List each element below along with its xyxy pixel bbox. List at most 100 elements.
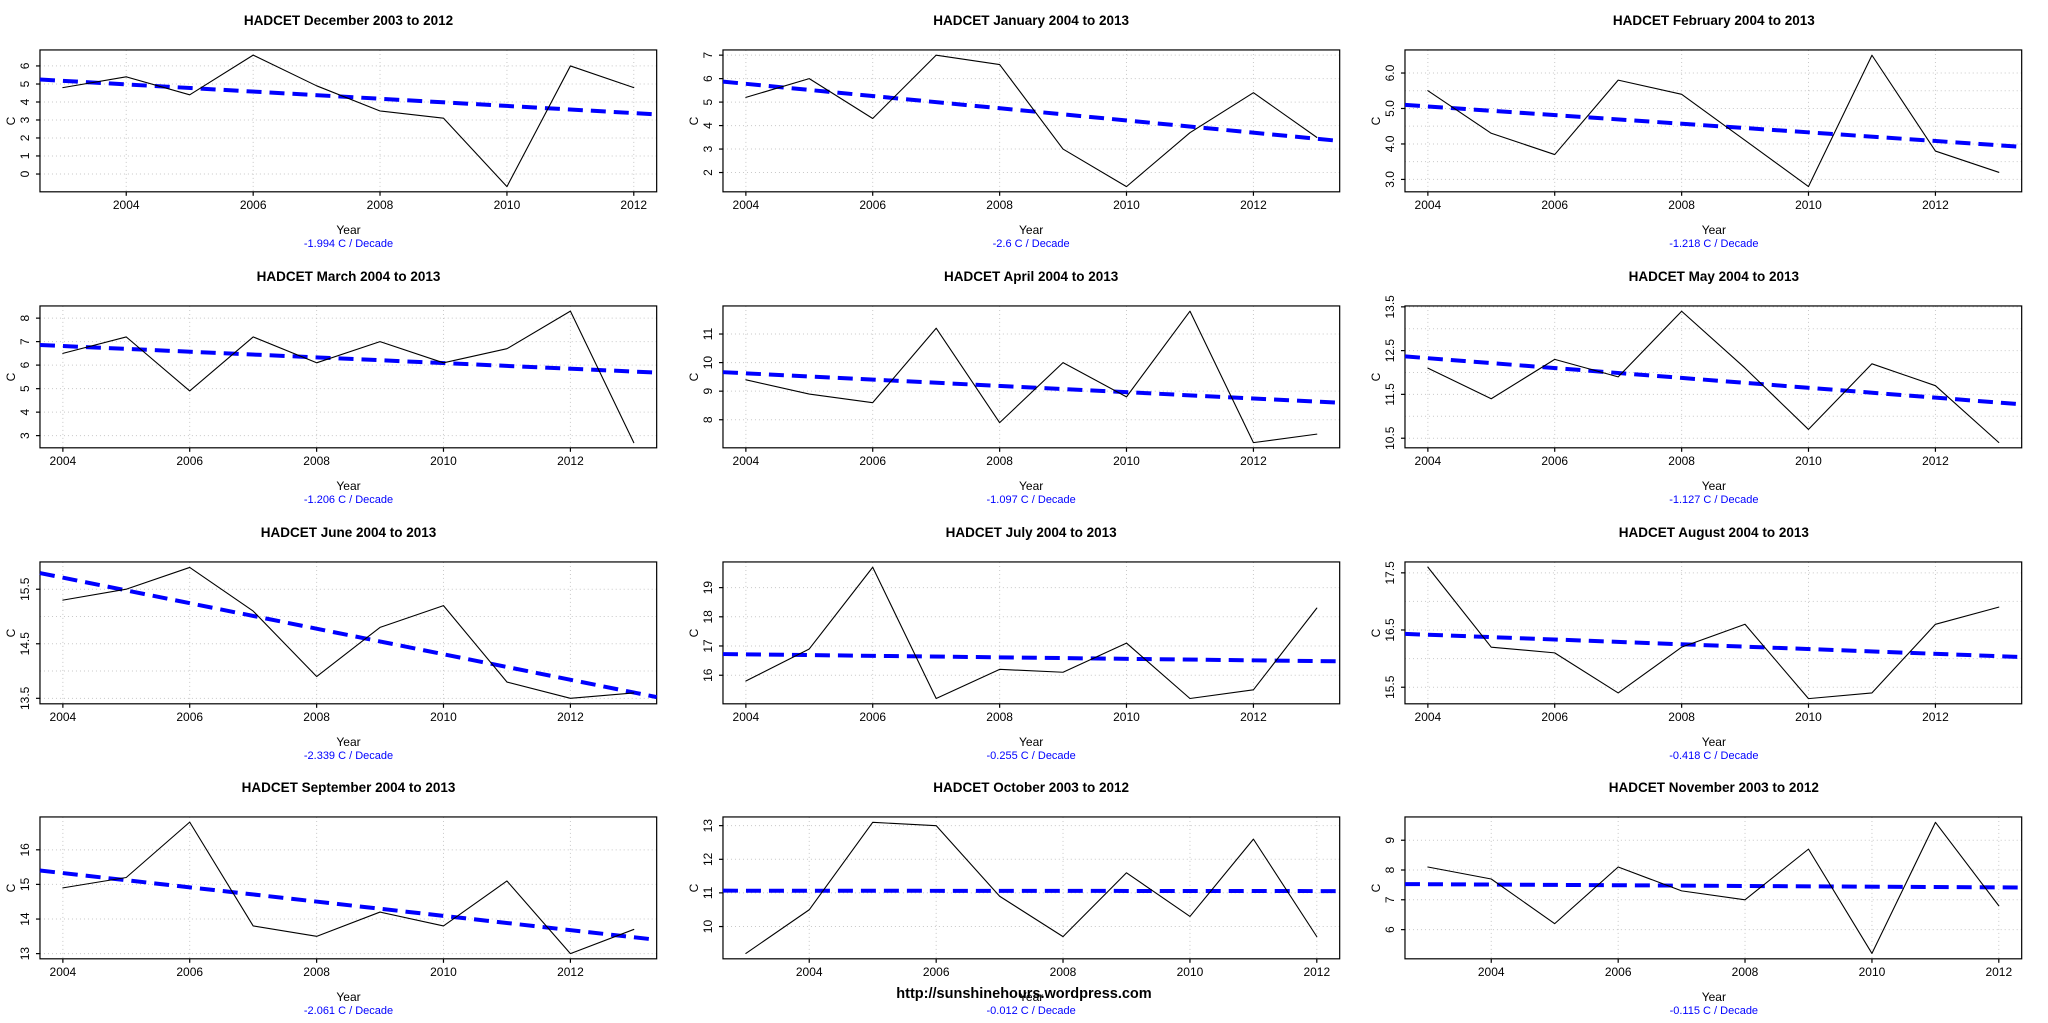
svg-text:11: 11	[701, 887, 715, 900]
chart-title: HADCET May 2004 to 2013	[1628, 268, 1799, 284]
svg-text:2006: 2006	[1542, 709, 1569, 723]
svg-text:2004: 2004	[113, 198, 140, 212]
svg-text:15: 15	[18, 878, 32, 892]
chart-cell-august: 2004 2006 2008 2010 2012 15.5 16.5 17.5 HADCET …	[1365, 512, 2048, 768]
svg-text:5: 5	[701, 98, 715, 105]
svg-text:11.5: 11.5	[1383, 383, 1397, 406]
chart-title: HADCET December 2003 to 2012	[243, 13, 454, 28]
svg-text:2006: 2006	[1542, 454, 1569, 468]
svg-text:6: 6	[18, 62, 32, 69]
svg-text:2010: 2010	[430, 454, 457, 468]
svg-text:2012: 2012	[1240, 454, 1267, 468]
svg-text:2012: 2012	[1303, 965, 1330, 979]
svg-text:2010: 2010	[1113, 198, 1140, 212]
svg-text:2012: 2012	[1922, 709, 1949, 723]
svg-text:3: 3	[701, 145, 715, 152]
y-axis-title: C	[1369, 628, 1384, 637]
svg-text:2010: 2010	[1113, 709, 1140, 723]
svg-text:2004: 2004	[50, 454, 77, 468]
chart-title: HADCET November 2003 to 2012	[1608, 780, 1819, 796]
x-axis-title: Year	[336, 734, 361, 749]
svg-text:17: 17	[701, 638, 715, 652]
svg-text:2004: 2004	[732, 454, 759, 468]
svg-text:8: 8	[1383, 867, 1397, 874]
svg-text:3.0: 3.0	[1383, 171, 1397, 188]
svg-text:14: 14	[18, 912, 32, 926]
chart-cell-july: 2004 2006 2008 2010 2012 16 17 18 19 HADCET July…	[683, 512, 1366, 768]
svg-text:2006: 2006	[859, 198, 886, 212]
svg-text:2006: 2006	[859, 709, 886, 723]
svg-text:7: 7	[18, 338, 32, 345]
x-axis-title: Year	[1701, 223, 1726, 237]
plot-area-april: 2004 2006 2008 2010 2012 8 9 10 11	[701, 305, 1340, 468]
chart-cell-december: 2004 2006 2008 2010 2012 0 1 2 3 4 5 6 HADCET Decem…	[0, 0, 683, 256]
chart-cell-february: 2004 2006 2008 2010 2012 3.0 4.0 5.0 6.0 HADCET …	[1365, 0, 2048, 256]
svg-text:2010: 2010	[430, 965, 457, 979]
svg-text:2004: 2004	[796, 965, 823, 979]
svg-text:18: 18	[701, 609, 715, 623]
svg-text:2010: 2010	[1795, 454, 1822, 468]
trend-rate-label: -0.115 C / Decade	[1669, 1005, 1759, 1018]
svg-text:2008: 2008	[303, 454, 330, 468]
svg-text:15.5: 15.5	[1383, 675, 1397, 699]
svg-text:2004: 2004	[1415, 198, 1442, 212]
trend-rate-label: -0.255 C / Decade	[986, 749, 1076, 762]
svg-text:8: 8	[701, 416, 715, 423]
svg-text:6: 6	[1383, 926, 1397, 933]
svg-text:2012: 2012	[1240, 198, 1267, 212]
svg-text:9: 9	[701, 387, 715, 394]
y-axis-title: C	[686, 116, 701, 126]
svg-text:2008: 2008	[986, 454, 1013, 468]
y-axis-title: C	[1369, 116, 1384, 126]
plot-area-march: 2004 2006 2008 2010 2012 3 4 5 6 7 8	[18, 305, 658, 468]
svg-text:7: 7	[701, 51, 715, 58]
svg-text:4: 4	[18, 98, 32, 105]
chart-title: HADCET September 2004 to 2013	[241, 780, 456, 796]
trend-rate-label: -1.218 C / Decade	[1669, 238, 1759, 250]
chart-cell-march: 2004 2006 2008 2010 2012 3 4 5 6 7 8 HADCET March …	[0, 256, 683, 512]
svg-text:2012: 2012	[557, 454, 584, 468]
svg-text:2006: 2006	[240, 198, 267, 212]
svg-text:2012: 2012	[557, 709, 584, 723]
svg-text:9: 9	[1383, 837, 1397, 844]
svg-text:13: 13	[701, 819, 715, 833]
y-axis-title: C	[1369, 372, 1384, 382]
y-axis-title: C	[1369, 883, 1384, 893]
svg-text:4.0: 4.0	[1383, 135, 1397, 152]
x-axis-title: Year	[336, 990, 361, 1005]
chart-cell-may: 2004 2006 2008 2010 2012 10.5 11.5 12.5 13.5 HAD…	[1365, 256, 2048, 512]
svg-text:11: 11	[701, 327, 715, 340]
chart-cell-september: 2004 2006 2008 2010 2012 13 14 15 16 HADCET Sept…	[0, 767, 683, 1023]
trend-rate-label: -1.206 C / Decade	[303, 493, 394, 506]
svg-text:2010: 2010	[1795, 709, 1822, 723]
x-axis-title: Year	[1701, 478, 1726, 493]
svg-text:2004: 2004	[732, 709, 759, 723]
trend-rate-label: -1.097 C / Decade	[986, 493, 1076, 506]
svg-text:3: 3	[18, 432, 32, 439]
plot-area-june: 2004 2006 2008 2010 2012 13.5 14.5 15.5	[18, 560, 658, 723]
x-axis-title: Year	[1019, 990, 1044, 1005]
svg-text:8: 8	[18, 314, 32, 321]
svg-text:2008: 2008	[367, 198, 394, 212]
svg-text:14.5: 14.5	[18, 631, 32, 655]
svg-text:2012: 2012	[1922, 198, 1949, 212]
svg-text:4: 4	[701, 122, 715, 129]
x-axis-title: Year	[336, 223, 361, 237]
svg-text:12.5: 12.5	[1383, 338, 1397, 362]
x-axis-title: Year	[1019, 223, 1044, 237]
trend-rate-label: -0.418 C / Decade	[1669, 749, 1759, 762]
svg-text:19: 19	[701, 580, 715, 594]
svg-text:2012: 2012	[1240, 709, 1267, 723]
svg-text:10: 10	[701, 920, 715, 934]
plot-area-september: 2004 2006 2008 2010 2012 13 14 15 16	[18, 816, 658, 979]
chart-title: HADCET June 2004 to 2013	[260, 524, 437, 540]
trend-rate-label: -1.994 C / Decade	[303, 238, 394, 250]
chart-cell-january: 2004 2006 2008 2010 2012 2 3 4 5 6 7 HADCET Januar…	[683, 0, 1366, 256]
svg-text:2008: 2008	[303, 709, 330, 723]
svg-text:2004: 2004	[1415, 709, 1442, 723]
svg-text:2010: 2010	[1795, 198, 1822, 212]
svg-text:6.0: 6.0	[1383, 64, 1397, 81]
svg-text:2006: 2006	[922, 965, 949, 979]
svg-text:3: 3	[18, 116, 32, 123]
svg-text:16.5: 16.5	[1383, 617, 1397, 641]
